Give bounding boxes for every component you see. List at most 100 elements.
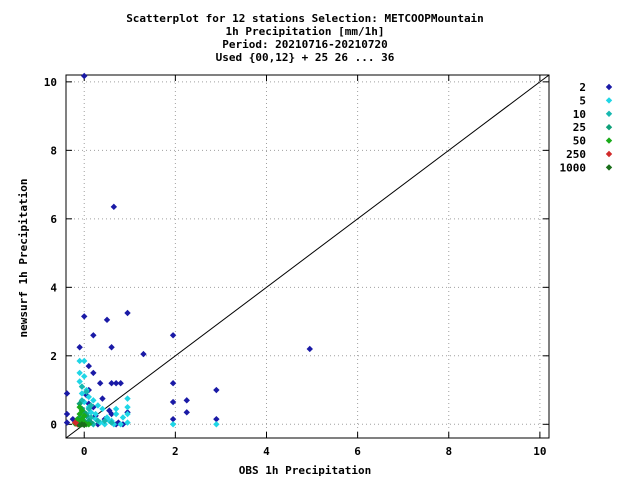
data-point-series-2 bbox=[63, 390, 71, 397]
data-point-series-5 bbox=[92, 410, 99, 418]
data-point-series-5 bbox=[85, 393, 92, 401]
x-tick-label: 2 bbox=[172, 445, 179, 458]
legend-label: 50 bbox=[573, 135, 586, 148]
data-point-series-5 bbox=[117, 421, 124, 428]
data-point-series-2 bbox=[90, 369, 97, 377]
data-point-series-2 bbox=[112, 380, 120, 387]
data-point-series-1000 bbox=[81, 421, 88, 429]
legend-label: 5 bbox=[579, 94, 586, 107]
axis-ticks: 0 2 4 6 8 10 0 2 4 6 8 10 bbox=[44, 75, 549, 458]
legend-marker bbox=[605, 150, 613, 158]
title-line-2: 1h Precipitation [mm/1h] bbox=[226, 25, 385, 38]
data-point-series-5 bbox=[101, 421, 108, 428]
data-point-series-2 bbox=[169, 380, 177, 387]
y-axis-label: newsurf 1h Precipitation bbox=[17, 179, 30, 338]
data-point-series-5 bbox=[99, 405, 106, 413]
y-tick-label: 10 bbox=[44, 76, 57, 89]
data-point-series-5 bbox=[213, 421, 220, 428]
x-tick-label: 10 bbox=[533, 445, 546, 458]
data-point-series-2 bbox=[110, 203, 118, 211]
data-point-series-2 bbox=[99, 395, 106, 402]
x-tick-label: 6 bbox=[354, 445, 361, 458]
data-point-series-5 bbox=[76, 378, 83, 385]
data-point-series-5 bbox=[112, 410, 120, 418]
data-point-series-2 bbox=[169, 415, 177, 423]
title-line-3: Period: 20210716-20210720 bbox=[222, 38, 388, 51]
reference-line bbox=[65, 74, 550, 439]
data-point-series-5 bbox=[124, 410, 131, 418]
title-line-4: Used {00,12} + 25 26 ... 36 bbox=[216, 51, 395, 64]
data-point-series-2 bbox=[63, 419, 71, 426]
data-points bbox=[63, 72, 313, 429]
data-point-series-5 bbox=[94, 402, 102, 409]
data-point-series-5 bbox=[76, 357, 83, 365]
data-point-series-5 bbox=[103, 414, 111, 421]
y-tick-label: 2 bbox=[50, 350, 57, 363]
data-point-series-5 bbox=[90, 397, 97, 404]
data-point-series-2 bbox=[63, 410, 71, 418]
legend-label: 250 bbox=[566, 148, 586, 161]
data-point-series-10 bbox=[87, 402, 95, 409]
legend-label: 2 bbox=[579, 81, 586, 94]
data-point-series-2 bbox=[213, 386, 220, 394]
data-point-series-2 bbox=[103, 316, 111, 324]
data-point-series-50 bbox=[85, 421, 92, 428]
data-point-series-2 bbox=[169, 332, 177, 339]
legend-marker bbox=[605, 110, 613, 117]
grid bbox=[66, 75, 549, 438]
data-point-series-5 bbox=[169, 421, 177, 428]
legend-marker bbox=[605, 97, 613, 104]
data-point-series-2 bbox=[81, 72, 88, 80]
data-point-series-5 bbox=[112, 405, 120, 413]
data-point-series-5 bbox=[81, 373, 88, 380]
data-point-series-2 bbox=[117, 380, 124, 387]
data-point-series-10 bbox=[108, 419, 115, 426]
data-point-series-2 bbox=[306, 345, 313, 353]
data-point-series-5 bbox=[76, 369, 83, 377]
data-point-series-2 bbox=[85, 362, 92, 370]
data-point-series-2 bbox=[108, 380, 115, 387]
data-point-series-2 bbox=[108, 410, 115, 418]
legend-marker bbox=[605, 83, 613, 91]
data-point-series-2 bbox=[183, 409, 190, 416]
data-point-series-2 bbox=[169, 398, 177, 406]
data-point-series-5 bbox=[81, 357, 88, 365]
data-point-series-2 bbox=[108, 344, 115, 351]
legend-label: 25 bbox=[573, 121, 586, 134]
legend-label: 10 bbox=[573, 108, 586, 121]
y-tick-label: 4 bbox=[50, 281, 57, 294]
data-point-series-5 bbox=[124, 403, 131, 411]
legend-label: 1000 bbox=[560, 161, 587, 174]
x-axis-label: OBS 1h Precipitation bbox=[239, 464, 371, 477]
data-point-series-25 bbox=[76, 400, 83, 407]
data-point-series-2 bbox=[106, 407, 113, 414]
y-tick-label: 8 bbox=[50, 144, 57, 157]
data-point-series-2 bbox=[96, 380, 104, 387]
title-line-1: Scatterplot for 12 stations Selection: M… bbox=[126, 12, 484, 25]
one-to-one-line bbox=[65, 74, 550, 439]
legend-marker bbox=[605, 137, 613, 144]
data-point-series-10 bbox=[78, 383, 86, 390]
legend-marker bbox=[605, 164, 613, 171]
data-point-series-5 bbox=[119, 414, 127, 421]
plot-frame bbox=[65, 74, 550, 439]
data-point-series-2 bbox=[183, 397, 190, 404]
data-point-series-1000 bbox=[76, 422, 83, 429]
data-point-series-2 bbox=[81, 313, 88, 320]
data-point-series-2 bbox=[76, 344, 83, 351]
data-point-series-5 bbox=[124, 419, 131, 426]
data-point-series-2 bbox=[124, 309, 131, 317]
data-point-series-10 bbox=[101, 417, 108, 425]
y-tick-label: 6 bbox=[50, 213, 57, 226]
data-point-series-2 bbox=[213, 415, 220, 423]
x-tick-label: 4 bbox=[263, 445, 270, 458]
data-point-series-5 bbox=[81, 398, 88, 406]
x-tick-label: 0 bbox=[81, 445, 88, 458]
chart-title: Scatterplot for 12 stations Selection: M… bbox=[126, 12, 484, 64]
y-tick-label: 0 bbox=[50, 418, 57, 431]
data-point-series-5 bbox=[124, 395, 131, 402]
data-point-series-2 bbox=[140, 350, 147, 358]
legend-marker bbox=[605, 124, 613, 131]
